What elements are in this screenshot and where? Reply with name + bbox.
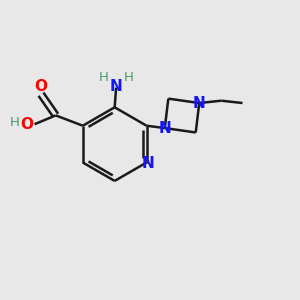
Text: O: O (20, 117, 33, 132)
Text: H: H (10, 116, 20, 129)
Text: N: N (110, 79, 122, 94)
Text: O: O (34, 79, 47, 94)
Text: H: H (124, 71, 134, 84)
Text: H: H (99, 71, 109, 84)
Text: N: N (193, 95, 206, 110)
Text: N: N (158, 121, 171, 136)
Text: N: N (142, 157, 154, 172)
